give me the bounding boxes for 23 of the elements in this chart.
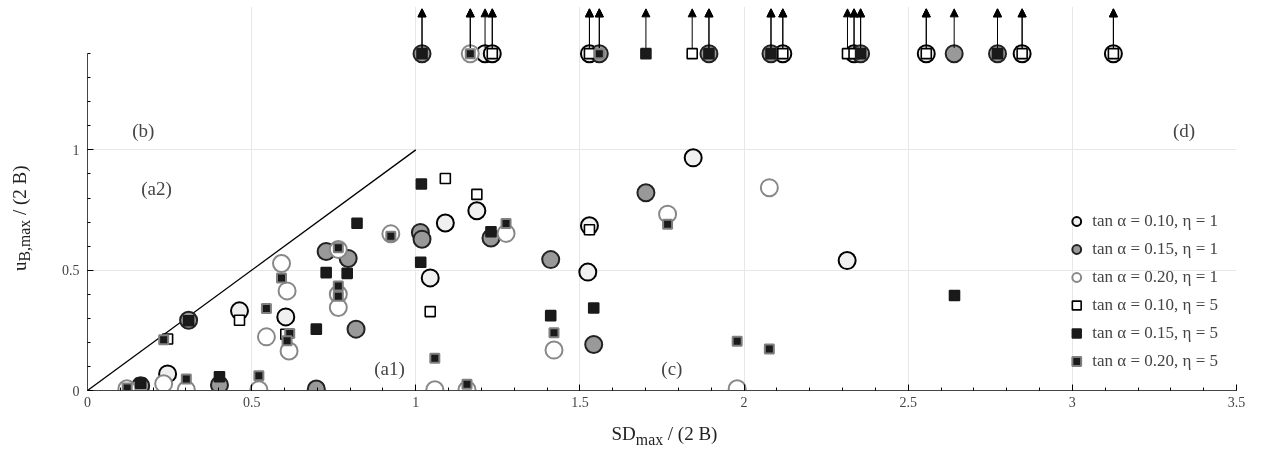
x-tick-label: 1 (412, 394, 420, 410)
x-tick-label: 2.5 (899, 394, 917, 410)
x-tick-label: 0 (84, 394, 91, 410)
y-tick-label: 1 (72, 142, 80, 158)
x-tick-label: 2 (740, 394, 748, 410)
annotation: (a1) (374, 357, 405, 380)
x-tick-label: 0.5 (242, 394, 261, 410)
legend-label: tan α = 0.15, η = 5 (1092, 323, 1218, 343)
legend-label: tan α = 0.10, η = 5 (1092, 295, 1218, 315)
annotation: (c) (661, 357, 683, 380)
legend-label: tan α = 0.20, η = 1 (1092, 267, 1218, 287)
x-tick-label: 3 (1068, 394, 1076, 410)
xlabel: SD$_{max}$ / (2 B) (610, 422, 719, 450)
legend-label: tan α = 0.20, η = 5 (1092, 351, 1218, 371)
legend-label: tan α = 0.10, η = 1 (1092, 211, 1218, 231)
x-tick-label: 1.5 (571, 394, 589, 410)
annotation: (a2) (141, 177, 172, 200)
annotation: (b) (132, 120, 155, 143)
y-tick-label: 0.5 (62, 263, 80, 279)
legend-label: tan α = 0.15, η = 1 (1092, 239, 1218, 259)
x-tick-label: 3.5 (1227, 394, 1246, 410)
y-tick-label: 0 (72, 383, 80, 399)
annotation: (d) (1172, 120, 1196, 143)
